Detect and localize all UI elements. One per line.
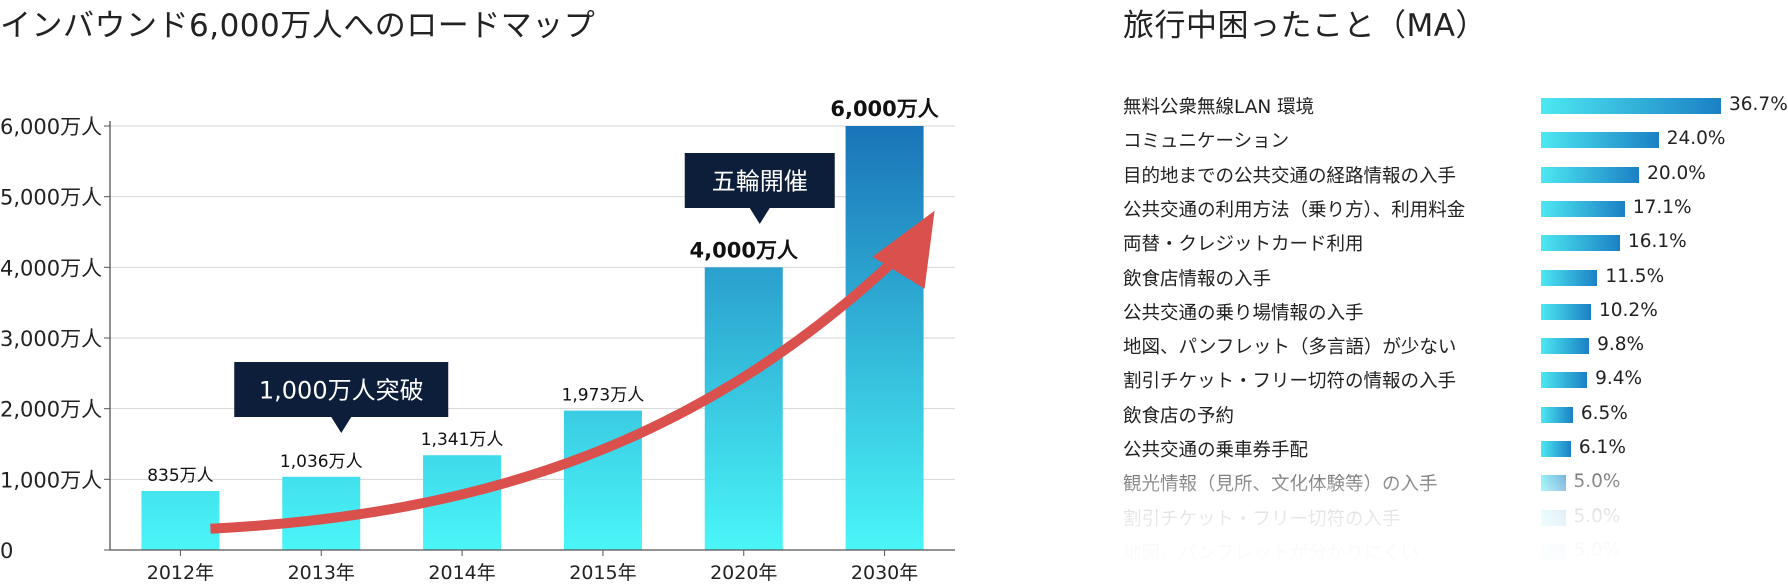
trouble-row: 観光情報（見所、文化体験等）の入手 5.0%	[1123, 470, 1788, 500]
bar-value-label: 1,973万人	[562, 386, 645, 406]
x-tick-label: 2015年	[569, 562, 636, 584]
bar-value-label: 6,000万人	[830, 97, 938, 121]
trouble-value: 5.0%	[1573, 505, 1621, 527]
trouble-bar	[1541, 269, 1598, 286]
trouble-row: 公共交通の乗車券手配 6.1%	[1123, 436, 1788, 466]
trouble-value: 9.4%	[1595, 368, 1643, 390]
trouble-value: 17.1%	[1632, 196, 1692, 218]
callout-olympics-pointer	[749, 208, 770, 224]
trouble-label: 公共交通の乗車券手配	[1123, 440, 1309, 461]
trouble-label: 飲食店の予約	[1123, 405, 1235, 427]
callout-olympics: 五輪開催	[684, 153, 835, 224]
trouble-label: 地図、パンフレットが分かりにくい	[1123, 542, 1420, 564]
bar	[704, 267, 783, 550]
trouble-row: 割引チケット・フリー切符の情報の入手 9.4%	[1123, 367, 1788, 397]
trouble-value: 5.0%	[1573, 539, 1621, 561]
trouble-row: 公共交通の乗り場情報の入手 10.2%	[1123, 299, 1788, 329]
trouble-label: 観光情報（見所、文化体験等）の入手	[1123, 474, 1438, 496]
trouble-value: 10.2%	[1599, 299, 1658, 321]
x-tick-label: 2014年	[428, 562, 495, 584]
trouble-label: 割引チケット・フリー切符の情報の入手	[1123, 371, 1457, 393]
trouble-bar	[1541, 475, 1566, 492]
trouble-bar	[1541, 406, 1573, 423]
trouble-bar	[1541, 200, 1625, 217]
trouble-value: 6.5%	[1580, 402, 1628, 424]
bar	[141, 490, 220, 550]
x-tick-label: 2030年	[851, 562, 918, 584]
trouble-value: 20.0%	[1647, 162, 1706, 184]
trouble-row: 地図、パンフレット（多言語）が少ない 9.8%	[1123, 333, 1788, 363]
trouble-value: 6.1%	[1578, 437, 1626, 458]
trouble-label: 割引チケット・フリー切符の入手	[1123, 508, 1401, 530]
x-tick-label: 2013年	[288, 562, 355, 584]
growth-arrow	[210, 245, 911, 534]
trouble-bar	[1541, 98, 1721, 114]
callout-1000-text: 1,000万人突破	[259, 377, 424, 405]
trouble-label: 飲食店情報の入手	[1123, 268, 1272, 290]
trouble-bar	[1541, 303, 1592, 320]
trouble-value: 36.7%	[1729, 94, 1788, 115]
trouble-value: 16.1%	[1627, 231, 1687, 253]
trouble-row: 割引チケット・フリー切符の入手 5.0%	[1123, 505, 1788, 535]
callout-olympics-box	[684, 153, 835, 208]
trouble-row: 公共交通の利用方法（乗り方）、利用料金 17.1%	[1123, 196, 1788, 226]
trouble-label: 無料公衆無線LAN 環境	[1123, 97, 1315, 118]
trouble-bar	[1541, 441, 1571, 457]
trouble-bar	[1541, 509, 1566, 526]
trouble-row: 目的地までの公共交通の経路情報の入手 20.0%	[1123, 162, 1788, 192]
x-tick-label: 2012年	[147, 562, 214, 584]
y-tick-label: 0	[0, 539, 13, 563]
y-tick-label: 1,000万人	[0, 468, 102, 492]
trouble-bar	[1541, 132, 1659, 149]
trouble-label: 両替・クレジットカード利用	[1123, 234, 1364, 256]
bar	[845, 126, 924, 550]
trouble-bar	[1541, 338, 1590, 355]
trouble-value: 5.0%	[1573, 471, 1621, 493]
roadmap-bar-chart: 835万人 1,036万人 1,341万人 1,973万人 4,000万人 6,000万人…	[0, 97, 955, 584]
troubles-chart-title: 旅行中困ったこと（MA）	[1123, 8, 1487, 44]
callout-olympics-text: 五輪開催	[712, 168, 808, 196]
bar-value-label: 4,000万人	[690, 238, 798, 262]
bar-value-label: 1,341万人	[421, 430, 504, 450]
trouble-row: 無料公衆無線LAN 環境 36.7%	[1123, 93, 1788, 123]
trouble-row: 飲食店情報の入手 11.5%	[1123, 265, 1788, 295]
y-tick-label: 4,000万人	[0, 256, 102, 280]
trouble-bar	[1541, 166, 1640, 183]
trouble-label: 目的地までの公共交通の経路情報の入手	[1123, 165, 1457, 187]
trouble-row: 飲食店の予約 6.5%	[1123, 402, 1788, 432]
bar-value-label: 1,036万人	[280, 452, 363, 472]
trouble-row: 両替・クレジットカード利用 16.1%	[1123, 230, 1788, 260]
x-tick-label: 2020年	[710, 562, 777, 584]
trouble-value: 9.8%	[1597, 334, 1645, 356]
trouble-label: コミュニケーション	[1123, 131, 1290, 153]
roadmap-chart-title: インバウンド6,000万人へのロードマップ	[0, 8, 596, 44]
callout-1000-box	[234, 362, 449, 417]
bar-value-label: 835万人	[147, 466, 213, 486]
y-tick-label: 3,000万人	[0, 327, 102, 351]
trouble-bar	[1541, 372, 1588, 389]
trouble-label: 地図、パンフレット（多言語）が少ない	[1123, 337, 1457, 359]
y-tick-label: 5,000万人	[0, 186, 102, 210]
trouble-label: 公共交通の乗り場情報の入手	[1123, 302, 1364, 324]
trouble-bar	[1541, 235, 1620, 252]
bar	[563, 410, 642, 550]
trouble-row: 地図、パンフレットが分かりにくい 5.0%	[1123, 539, 1788, 569]
callout-1000-pointer	[331, 417, 352, 433]
growth-arrow-head	[872, 210, 935, 289]
trouble-label: 公共交通の利用方法（乗り方）、利用料金	[1123, 199, 1466, 221]
y-tick-label: 2,000万人	[0, 398, 102, 422]
trouble-bar	[1541, 543, 1566, 560]
trouble-row: コミュニケーション 24.0%	[1123, 127, 1788, 157]
trouble-value: 11.5%	[1605, 265, 1665, 287]
trouble-value: 24.0%	[1666, 128, 1726, 150]
callout-1000: 1,000万人突破	[234, 362, 449, 433]
y-tick-label: 6,000万人	[0, 115, 102, 139]
